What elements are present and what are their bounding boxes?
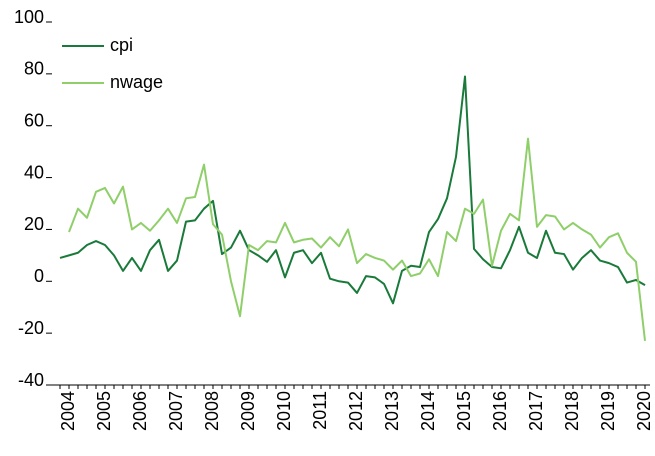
x-tick-label: 2007 — [166, 391, 186, 431]
x-tick-label: 2014 — [418, 391, 438, 431]
x-tick-label: 2013 — [382, 391, 402, 431]
series-line — [59, 75, 646, 305]
x-tick-label: 2006 — [130, 391, 150, 431]
x-tick-label: 2008 — [202, 391, 222, 431]
x-tick-label: 2016 — [490, 391, 510, 431]
x-tick-label: 2017 — [526, 391, 546, 431]
x-tick-label: 2018 — [562, 391, 582, 431]
y-tick-label: 100 — [14, 7, 44, 27]
y-tick-label: 80 — [24, 59, 44, 79]
x-tick-label: 2019 — [598, 391, 618, 431]
x-tick-label: 2010 — [274, 391, 294, 431]
x-tick-label: 2020 — [634, 391, 654, 431]
legend-label: cpi — [110, 35, 133, 55]
y-tick-label: -40 — [18, 370, 44, 390]
x-tick-label: 2011 — [310, 391, 330, 430]
y-tick-label: 40 — [24, 162, 44, 182]
x-tick-label: 2009 — [238, 391, 258, 431]
y-tick-label: 20 — [24, 214, 44, 234]
y-tick-label: 0 — [34, 266, 44, 286]
x-tick-label: 2005 — [94, 391, 114, 431]
x-tick-label: 2015 — [454, 391, 474, 431]
x-tick-label: 2012 — [346, 391, 366, 431]
x-tick-label: 2004 — [58, 391, 78, 431]
y-tick-label: -20 — [18, 318, 44, 338]
legend-label: nwage — [110, 72, 163, 92]
series-line — [68, 137, 646, 342]
y-tick-label: 60 — [24, 110, 44, 130]
